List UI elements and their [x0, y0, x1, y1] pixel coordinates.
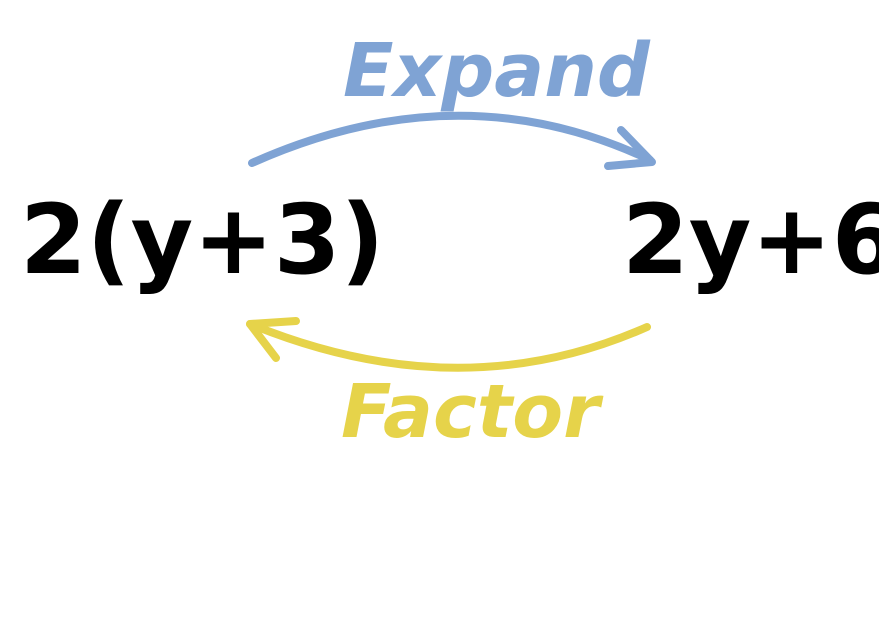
expand-arrow	[248, 111, 656, 170]
factor-arrow-curve	[246, 320, 651, 372]
factor-label: Factor	[341, 369, 604, 455]
factor-arrow	[246, 317, 651, 372]
left-expression: 2(y+3)	[20, 184, 384, 296]
expand-arrow-curve	[248, 111, 654, 167]
right-expression: 2y+6	[622, 184, 879, 296]
expand-label: Expand	[343, 28, 651, 114]
expand-arrowhead-icon	[604, 126, 656, 170]
factor-arrowhead-icon	[246, 317, 300, 362]
